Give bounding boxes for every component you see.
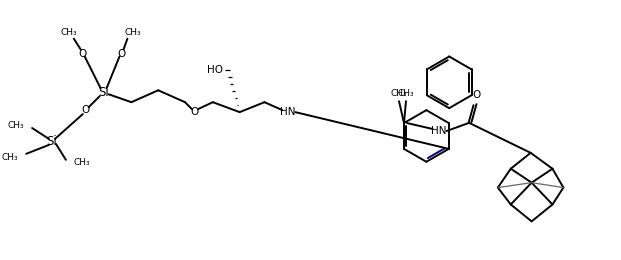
Text: O: O xyxy=(81,105,90,115)
Text: HN: HN xyxy=(279,107,295,117)
Text: Si: Si xyxy=(98,86,109,99)
Text: HO: HO xyxy=(207,66,223,75)
Text: O: O xyxy=(473,90,481,100)
Text: CH₃: CH₃ xyxy=(397,89,414,98)
Text: CH₃: CH₃ xyxy=(391,89,407,98)
Text: Si: Si xyxy=(47,135,57,148)
Text: O: O xyxy=(79,49,87,58)
Text: O: O xyxy=(191,107,199,117)
Text: CH₃: CH₃ xyxy=(7,121,24,129)
Text: CH₃: CH₃ xyxy=(74,158,91,167)
Text: O: O xyxy=(117,49,125,58)
Text: CH₃: CH₃ xyxy=(124,28,141,37)
Text: CH₃: CH₃ xyxy=(60,28,77,37)
Text: CH₃: CH₃ xyxy=(2,153,18,162)
Text: HN: HN xyxy=(431,126,446,136)
